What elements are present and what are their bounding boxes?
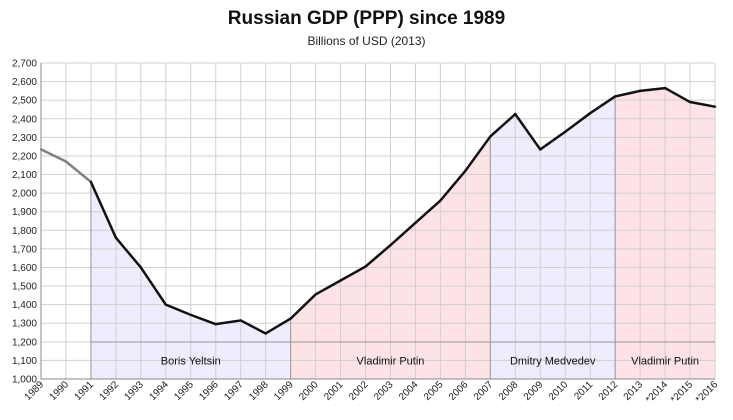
x-tick-label: 1994 — [147, 379, 171, 403]
period-label: Dmitry Medvedev — [510, 356, 596, 368]
y-tick-label: 2,700 — [12, 59, 37, 70]
data-point — [464, 169, 467, 173]
x-tick-label: 2008 — [497, 379, 521, 403]
data-point — [414, 221, 417, 225]
period-label: Boris Yeltsin — [161, 356, 221, 368]
y-tick-label: 2,100 — [12, 170, 37, 181]
y-tick-label: 1,900 — [12, 207, 37, 218]
x-tick-label: 2007 — [472, 379, 496, 403]
period-shade-2 — [490, 96, 616, 379]
x-tick-label: 1993 — [122, 379, 146, 403]
data-point — [588, 111, 592, 115]
data-point — [638, 89, 642, 93]
data-point — [39, 148, 43, 151]
data-point — [539, 148, 542, 151]
x-tick-label: 2009 — [522, 379, 546, 403]
x-tick-label: 2005 — [422, 379, 446, 403]
series-line — [89, 86, 716, 335]
x-tick-label: 1995 — [172, 379, 196, 403]
x-tick-label: 2011 — [572, 379, 595, 402]
data-point — [189, 313, 192, 317]
data-point — [364, 265, 367, 268]
x-tick-label: *2015 — [669, 379, 696, 406]
data-point — [289, 317, 292, 320]
x-tick-label: 2006 — [447, 379, 471, 403]
data-point — [564, 130, 567, 133]
y-tick-label: 1,600 — [12, 263, 37, 274]
data-point — [339, 279, 342, 282]
x-tick-label: 1997 — [222, 379, 246, 403]
x-tick-label: 2012 — [597, 379, 621, 403]
x-tick-label: 1990 — [48, 379, 72, 403]
x-tick-label: *2014 — [644, 379, 671, 406]
data-point — [64, 160, 68, 163]
y-tick-label: 2,300 — [12, 133, 37, 144]
data-point — [514, 112, 517, 116]
data-point — [239, 319, 242, 322]
data-point — [114, 236, 118, 239]
x-tick-label: 2003 — [372, 379, 396, 403]
y-tick-label: 1,500 — [12, 282, 37, 293]
period-label: Vladimir Putin — [357, 356, 425, 368]
data-point — [713, 105, 717, 108]
y-tick-label: 2,400 — [12, 114, 37, 125]
data-point — [613, 95, 617, 98]
y-tick-label: 1,700 — [12, 244, 37, 255]
data-point — [139, 266, 143, 269]
x-tick-label: *2016 — [694, 379, 721, 406]
x-tick-label: 2013 — [622, 379, 646, 403]
chart-title: Russian GDP (PPP) since 1989 — [227, 8, 506, 29]
y-tick-label: 2,200 — [12, 151, 37, 162]
data-point — [663, 86, 667, 90]
y-tick-label: 1,000 — [12, 375, 37, 386]
y-tick-label: 2,000 — [12, 189, 37, 200]
data-point — [389, 243, 392, 247]
data-point — [439, 199, 442, 202]
chart-subtitle: Billions of USD (2013) — [307, 34, 426, 48]
x-tick-label: 2000 — [297, 379, 321, 403]
x-tick-label: 1999 — [272, 379, 296, 403]
data-point — [314, 293, 317, 296]
y-tick-label: 2,600 — [12, 77, 37, 88]
period-label: Vladimir Putin — [631, 356, 699, 368]
x-tick-label: 2004 — [397, 379, 421, 403]
data-point — [164, 303, 168, 306]
y-tick-label: 2,500 — [12, 96, 37, 107]
y-tick-label: 1,200 — [12, 337, 37, 348]
y-tick-label: 1,300 — [12, 319, 37, 330]
x-tick-label: 2010 — [547, 379, 571, 403]
x-tick-label: 1998 — [247, 379, 271, 403]
x-tick-label: 1996 — [197, 379, 221, 403]
data-point — [264, 332, 267, 335]
y-tick-label: 1,400 — [12, 300, 37, 311]
x-tick-label: 1991 — [73, 379, 97, 403]
x-tick-label: 1992 — [97, 379, 121, 403]
x-tick-label: 2001 — [322, 379, 346, 403]
y-tick-label: 1,100 — [12, 356, 37, 367]
data-point — [214, 322, 217, 326]
data-point — [688, 100, 692, 104]
y-tick-label: 1,800 — [12, 226, 37, 237]
data-point — [89, 180, 93, 184]
x-tick-label: 2002 — [347, 379, 371, 403]
data-point — [489, 135, 492, 138]
